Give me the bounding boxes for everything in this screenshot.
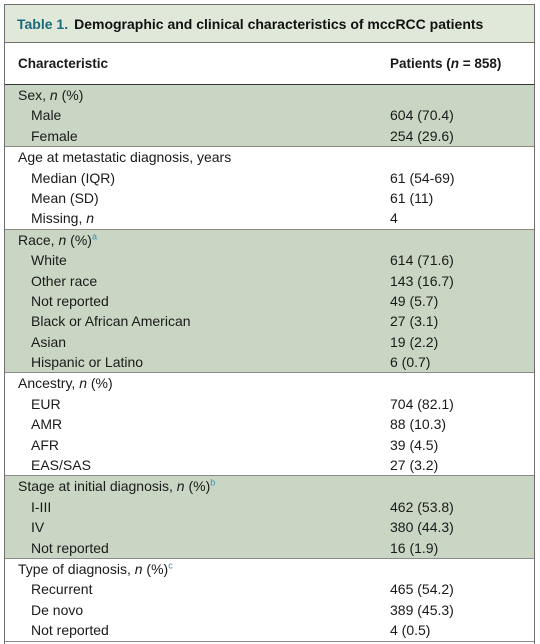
table-row: Asian 19 (2.2) bbox=[5, 332, 534, 352]
row-value: 614 (71.6) bbox=[390, 252, 454, 269]
row-label: Mean (SD) bbox=[31, 189, 99, 206]
table-title: Demographic and clinical characteristics… bbox=[74, 15, 484, 32]
row-value: 462 (53.8) bbox=[390, 498, 454, 515]
table-section: Ancestry, n (%) EUR 704 (82.1) AMR 88 (10.3)… bbox=[5, 373, 534, 477]
row-label: Other race bbox=[31, 272, 98, 289]
row-value: 49 (5.7) bbox=[390, 292, 439, 309]
column-header-patients: Patients (n = 858) bbox=[390, 56, 502, 71]
section-heading-row: Stage at initial diagnosis, n (%)b bbox=[5, 476, 534, 496]
table-row: I-III 462 (53.8) bbox=[5, 497, 534, 517]
table-row: Not reported 16 (1.9) bbox=[5, 538, 534, 558]
row-value: 704 (82.1) bbox=[390, 395, 454, 412]
row-label: Asian bbox=[31, 333, 67, 350]
row-label: De novo bbox=[31, 601, 84, 618]
table-section: Sex, n (%) Male 604 (70.4) Female 254 (29.6) bbox=[5, 85, 534, 148]
row-value: 465 (54.2) bbox=[390, 581, 454, 598]
section-heading-row: Ancestry, n (%) bbox=[5, 373, 534, 393]
row-label: White bbox=[31, 252, 67, 269]
table-header-row: Characteristic Patients (n = 858) bbox=[5, 43, 534, 85]
section-heading-row: Race, n (%)a bbox=[5, 230, 534, 250]
table-title-bar: Table 1. Demographic and clinical charac… bbox=[5, 5, 534, 43]
table-section: Type of diagnosis, n (%)c Recurrent 465 (5… bbox=[5, 559, 534, 642]
row-value: 88 (10.3) bbox=[390, 416, 447, 433]
section-heading: Stage at initial diagnosis, n (%)b bbox=[18, 477, 216, 495]
section-heading-row: Age at metastatic diagnosis, years bbox=[5, 147, 534, 167]
row-label: Not reported bbox=[31, 539, 109, 556]
table-row: EAS/SAS 27 (3.2) bbox=[5, 455, 534, 475]
row-label: IV bbox=[31, 519, 45, 536]
table-row: Hispanic or Latino 6 (0.7) bbox=[5, 352, 534, 372]
table-label: Table 1. bbox=[17, 15, 69, 32]
row-value: 19 (2.2) bbox=[390, 333, 439, 350]
row-value: 4 bbox=[390, 210, 398, 227]
row-value: 27 (3.2) bbox=[390, 457, 439, 474]
row-value: 61 (11) bbox=[390, 189, 434, 206]
section-heading: Type of diagnosis, n (%)c bbox=[18, 560, 173, 577]
row-value: 6 (0.7) bbox=[390, 354, 431, 371]
section-heading: Age at metastatic diagnosis, years bbox=[18, 149, 232, 166]
row-label: Recurrent bbox=[31, 581, 93, 598]
row-label: Female bbox=[31, 127, 78, 144]
table-row: Male 604 (70.4) bbox=[5, 105, 534, 125]
table-row: White 614 (71.6) bbox=[5, 250, 534, 270]
table-row: Mean (SD) 61 (11) bbox=[5, 188, 534, 208]
table-row: EUR 704 (82.1) bbox=[5, 394, 534, 414]
section-heading: Race, n (%)a bbox=[18, 231, 97, 248]
row-label: Not reported bbox=[31, 292, 109, 309]
table-row: De novo 389 (45.3) bbox=[5, 600, 534, 620]
section-heading: Sex, n (%) bbox=[18, 87, 84, 103]
row-label: EUR bbox=[31, 395, 61, 412]
row-value: 254 (29.6) bbox=[390, 127, 454, 144]
row-value: 27 (3.1) bbox=[390, 313, 439, 330]
table-row: Recurrent 465 (54.2) bbox=[5, 579, 534, 599]
table-row: Other race 143 (16.7) bbox=[5, 271, 534, 291]
row-value: 61 (54-69) bbox=[390, 169, 455, 186]
table-row: Female 254 (29.6) bbox=[5, 126, 534, 146]
row-label: Black or African American bbox=[31, 313, 191, 330]
row-label: Median (IQR) bbox=[31, 169, 116, 186]
row-value: 143 (16.7) bbox=[390, 272, 454, 289]
demographics-table: Table 1. Demographic and clinical charac… bbox=[4, 4, 535, 644]
row-value: 389 (45.3) bbox=[390, 601, 454, 618]
row-label: Missing, n bbox=[31, 210, 95, 227]
row-label: AFR bbox=[31, 436, 59, 453]
row-value: 4 (0.5) bbox=[390, 622, 431, 639]
row-value: 604 (70.4) bbox=[390, 107, 454, 124]
row-label: I-III bbox=[31, 498, 52, 515]
table-row: Black or African American 27 (3.1) bbox=[5, 311, 534, 331]
column-header-characteristic: Characteristic bbox=[18, 56, 109, 71]
table-row: IV 380 (44.3) bbox=[5, 517, 534, 537]
row-label: AMR bbox=[31, 416, 63, 433]
row-value: 16 (1.9) bbox=[390, 539, 439, 556]
table-body: Sex, n (%) Male 604 (70.4) Female 254 (29.6)… bbox=[5, 85, 534, 642]
table-section: Age at metastatic diagnosis, years Median… bbox=[5, 147, 534, 230]
row-label: Not reported bbox=[31, 622, 109, 639]
row-label: Hispanic or Latino bbox=[31, 354, 144, 371]
section-heading-row: Type of diagnosis, n (%)c bbox=[5, 559, 534, 579]
row-label: EAS/SAS bbox=[31, 457, 91, 474]
footnote-marker: a bbox=[91, 231, 97, 242]
table-row: Not reported 4 (0.5) bbox=[5, 620, 534, 640]
footnote-marker: c bbox=[168, 560, 173, 571]
table-row: Missing, n 4 bbox=[5, 208, 534, 228]
table-section: Stage at initial diagnosis, n (%)b I-III 4… bbox=[5, 476, 534, 559]
table-row: AMR 88 (10.3) bbox=[5, 414, 534, 434]
row-value: 380 (44.3) bbox=[390, 519, 454, 536]
table-row: Not reported 49 (5.7) bbox=[5, 291, 534, 311]
table-row: Median (IQR) 61 (54-69) bbox=[5, 168, 534, 188]
section-heading-row: Sex, n (%) bbox=[5, 85, 534, 105]
section-heading: Ancestry, n (%) bbox=[18, 375, 113, 392]
table-section: Race, n (%)a White 614 (71.6) Other race 143… bbox=[5, 229, 534, 374]
footnote-marker: b bbox=[210, 477, 216, 488]
row-value: 39 (4.5) bbox=[390, 436, 439, 453]
table-row: AFR 39 (4.5) bbox=[5, 435, 534, 455]
row-label: Male bbox=[31, 107, 62, 124]
